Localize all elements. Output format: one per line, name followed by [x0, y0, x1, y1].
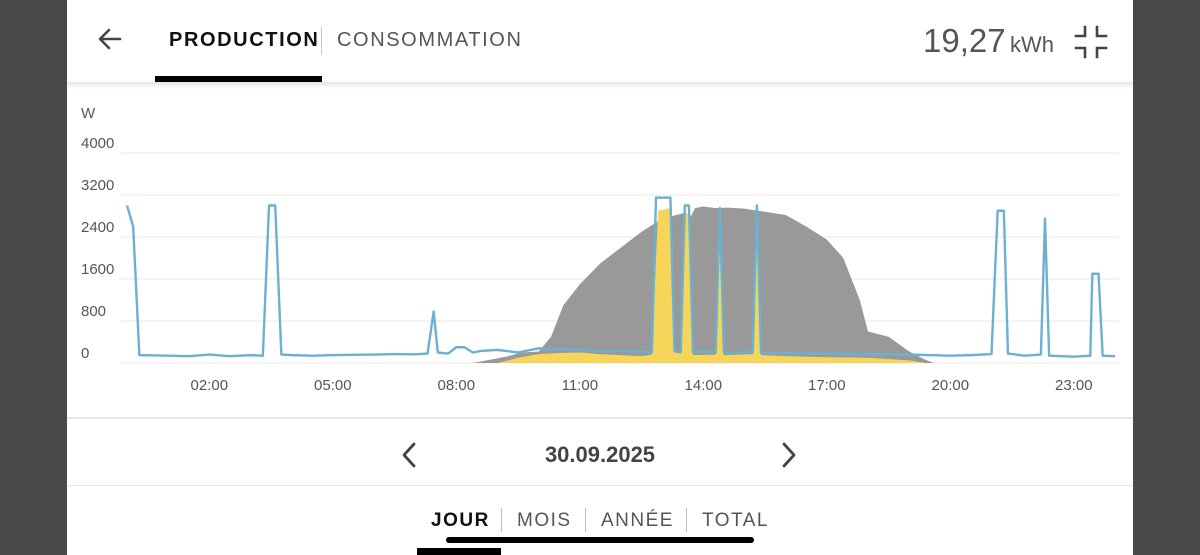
chevron-left-icon [402, 442, 416, 468]
top-bar: PRODUCTION CONSOMMATION 19,27 kWh [67, 0, 1133, 82]
tab-total[interactable]: TOTAL [702, 510, 769, 531]
x-tick-label: 08:00 [438, 377, 476, 394]
active-period-indicator [417, 548, 501, 555]
next-day-button[interactable] [777, 440, 801, 470]
y-axis-unit: W [81, 105, 96, 122]
x-tick-label: 23:00 [1055, 377, 1093, 394]
tab-divider [501, 508, 502, 532]
tab-divider [585, 508, 586, 532]
x-tick-label: 14:00 [685, 377, 723, 394]
y-tick-label: 4000 [81, 135, 114, 152]
tab-divider [686, 508, 687, 532]
production-chart[interactable]: W 4000 3200 2400 1600 800 0 02:00 05:00 08:00 11:0… [67, 82, 1133, 418]
active-tab-indicator [155, 76, 322, 82]
y-tick-label: 2400 [81, 219, 114, 236]
tab-consommation[interactable]: CONSOMMATION [337, 29, 523, 51]
arrow-left-icon [98, 28, 122, 50]
production-chart-svg: W 4000 3200 2400 1600 800 0 02:00 05:00 08:00 11:0… [81, 105, 1119, 394]
collapse-icon [1074, 25, 1108, 59]
x-tick-label: 17:00 [808, 377, 846, 394]
total-energy-unit: kWh [1010, 32, 1054, 57]
selected-date[interactable]: 30.09.2025 [544, 442, 656, 467]
period-tabs: JOUR MOIS ANNÉE TOTAL [67, 486, 1133, 555]
total-energy-value: 19,27 [923, 22, 1006, 59]
x-tick-label: 05:00 [314, 377, 352, 394]
x-tick-label: 11:00 [562, 377, 598, 394]
date-navigator: 30.09.2025 [67, 419, 1133, 485]
home-indicator [446, 537, 754, 543]
x-tick-label: 02:00 [191, 377, 229, 394]
previous-day-button[interactable] [397, 440, 421, 470]
tab-divider [321, 27, 322, 55]
y-tick-label: 3200 [81, 177, 114, 194]
y-tick-label: 800 [81, 303, 106, 320]
y-tick-label: 0 [81, 345, 89, 362]
tab-jour[interactable]: JOUR [431, 510, 490, 531]
back-button[interactable] [95, 24, 125, 54]
x-tick-label: 20:00 [932, 377, 970, 394]
consumption-line [125, 196, 1116, 358]
collapse-button[interactable] [1073, 24, 1109, 60]
date-divider [67, 485, 1133, 486]
tab-mois[interactable]: MOIS [517, 510, 572, 531]
chart-divider [67, 417, 1133, 419]
chevron-right-icon [782, 442, 796, 468]
tab-production[interactable]: PRODUCTION [169, 29, 320, 51]
tab-annee[interactable]: ANNÉE [601, 510, 674, 531]
y-tick-label: 1600 [81, 261, 114, 278]
production-area [472, 206, 934, 363]
energy-panel: PRODUCTION CONSOMMATION 19,27 kWh W 4000 3… [67, 0, 1133, 555]
